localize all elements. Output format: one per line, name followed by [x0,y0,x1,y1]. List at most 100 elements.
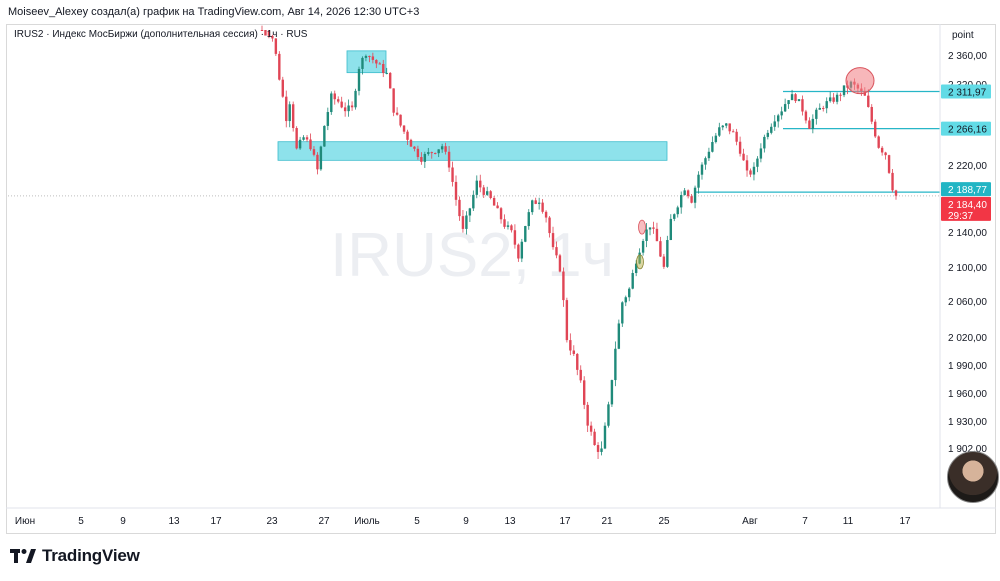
candle-body [828,97,832,102]
candle-body [780,111,783,116]
candle-body [371,56,375,60]
tradingview-footer: TradingView [10,546,140,566]
x-tick-label: 21 [601,516,613,527]
candle-body [440,146,444,150]
candle-body [278,53,281,80]
candle-body [614,348,617,381]
candle-body [274,38,278,54]
price-badge-0 [941,84,991,99]
candle-body [444,146,447,152]
candle-body [794,94,797,102]
candle-body [388,72,392,89]
author-avatar[interactable] [947,451,999,503]
candle-body [305,137,309,140]
candle-body [673,214,676,219]
candle-body [735,131,738,142]
candle-body [652,227,655,229]
candle-body [624,297,627,303]
candle-body [659,241,662,257]
x-tick-label: 13 [504,516,516,527]
candle-body [330,93,333,113]
candle-body [437,149,440,154]
symbol-legend: IRUS2 · Индекс МосБиржи (дополнительная … [14,29,308,40]
candle-body [340,101,343,108]
y-tick-label: 1 930,00 [948,417,987,428]
chart-frame [6,24,996,534]
candle-body [887,155,891,173]
candle-body [808,120,811,129]
candle-body [524,226,527,242]
candle-body [790,94,794,101]
candle-body [749,170,752,175]
candle-body [874,121,877,137]
candle-body [822,107,825,109]
candle-body [825,101,828,109]
candle-body [395,112,399,115]
x-tick-label: 17 [899,516,911,527]
candles-group [260,25,898,459]
candle-body [839,94,842,96]
watermark: IRUS2, 1ч [330,221,614,290]
candle-body [323,125,326,147]
candle-body [485,191,489,195]
price-badge-label: 2 184,40 [948,200,987,211]
x-tick-label: 5 [78,516,84,527]
candle-body [718,127,721,136]
candle-body [693,187,697,203]
candle-body [666,240,669,267]
candle-body [479,180,482,188]
candle-body [676,207,679,215]
y-tick-label: 2 100,00 [948,263,987,274]
candle-body [465,215,468,229]
zone-rect-1 [346,50,387,74]
candle-body [756,158,759,167]
candle-body [461,216,465,229]
candle-body [482,187,485,195]
candle-body [777,115,780,122]
tradingview-logo-icon [10,549,36,563]
candle-body [506,225,510,227]
x-tick-label: 11 [843,516,854,527]
candle-body [423,153,427,162]
candle-body [472,194,475,209]
x-tick-label: 9 [463,516,469,527]
candle-body [562,271,565,301]
candle-body [416,148,420,158]
candle-body [537,202,541,204]
candle-body [648,227,652,230]
candle-body [368,55,371,57]
candle-body [645,229,648,241]
candle-body [714,135,718,143]
candle-body [551,233,555,248]
candle-body [662,256,666,267]
candle-body [399,114,402,126]
candle-body [804,111,808,121]
candle-body [621,302,624,324]
candle-body [738,141,742,154]
candle-body [641,240,645,253]
candle-body [700,164,704,175]
candle-body [610,380,614,405]
candle-body [534,200,537,204]
candle-body [264,30,267,36]
y-tick-label: 2 020,00 [948,333,987,344]
candle-body [752,166,756,175]
candle-body [704,158,707,165]
candle-body [818,107,821,110]
candle-body [555,247,558,256]
candle-body [302,137,305,140]
candle-body [288,104,291,122]
candle-body [759,148,763,159]
candle-body [378,63,381,65]
price-badge-countdown: 29:37 [948,211,973,222]
candle-body [385,72,388,74]
candle-body [427,152,430,154]
candle-body [617,323,621,349]
price-axis-unit: point [952,30,974,41]
candle-body [492,198,496,206]
candle-body [475,180,478,195]
candle-body [835,94,839,102]
candle-body [544,211,548,218]
candle-body [357,68,361,91]
